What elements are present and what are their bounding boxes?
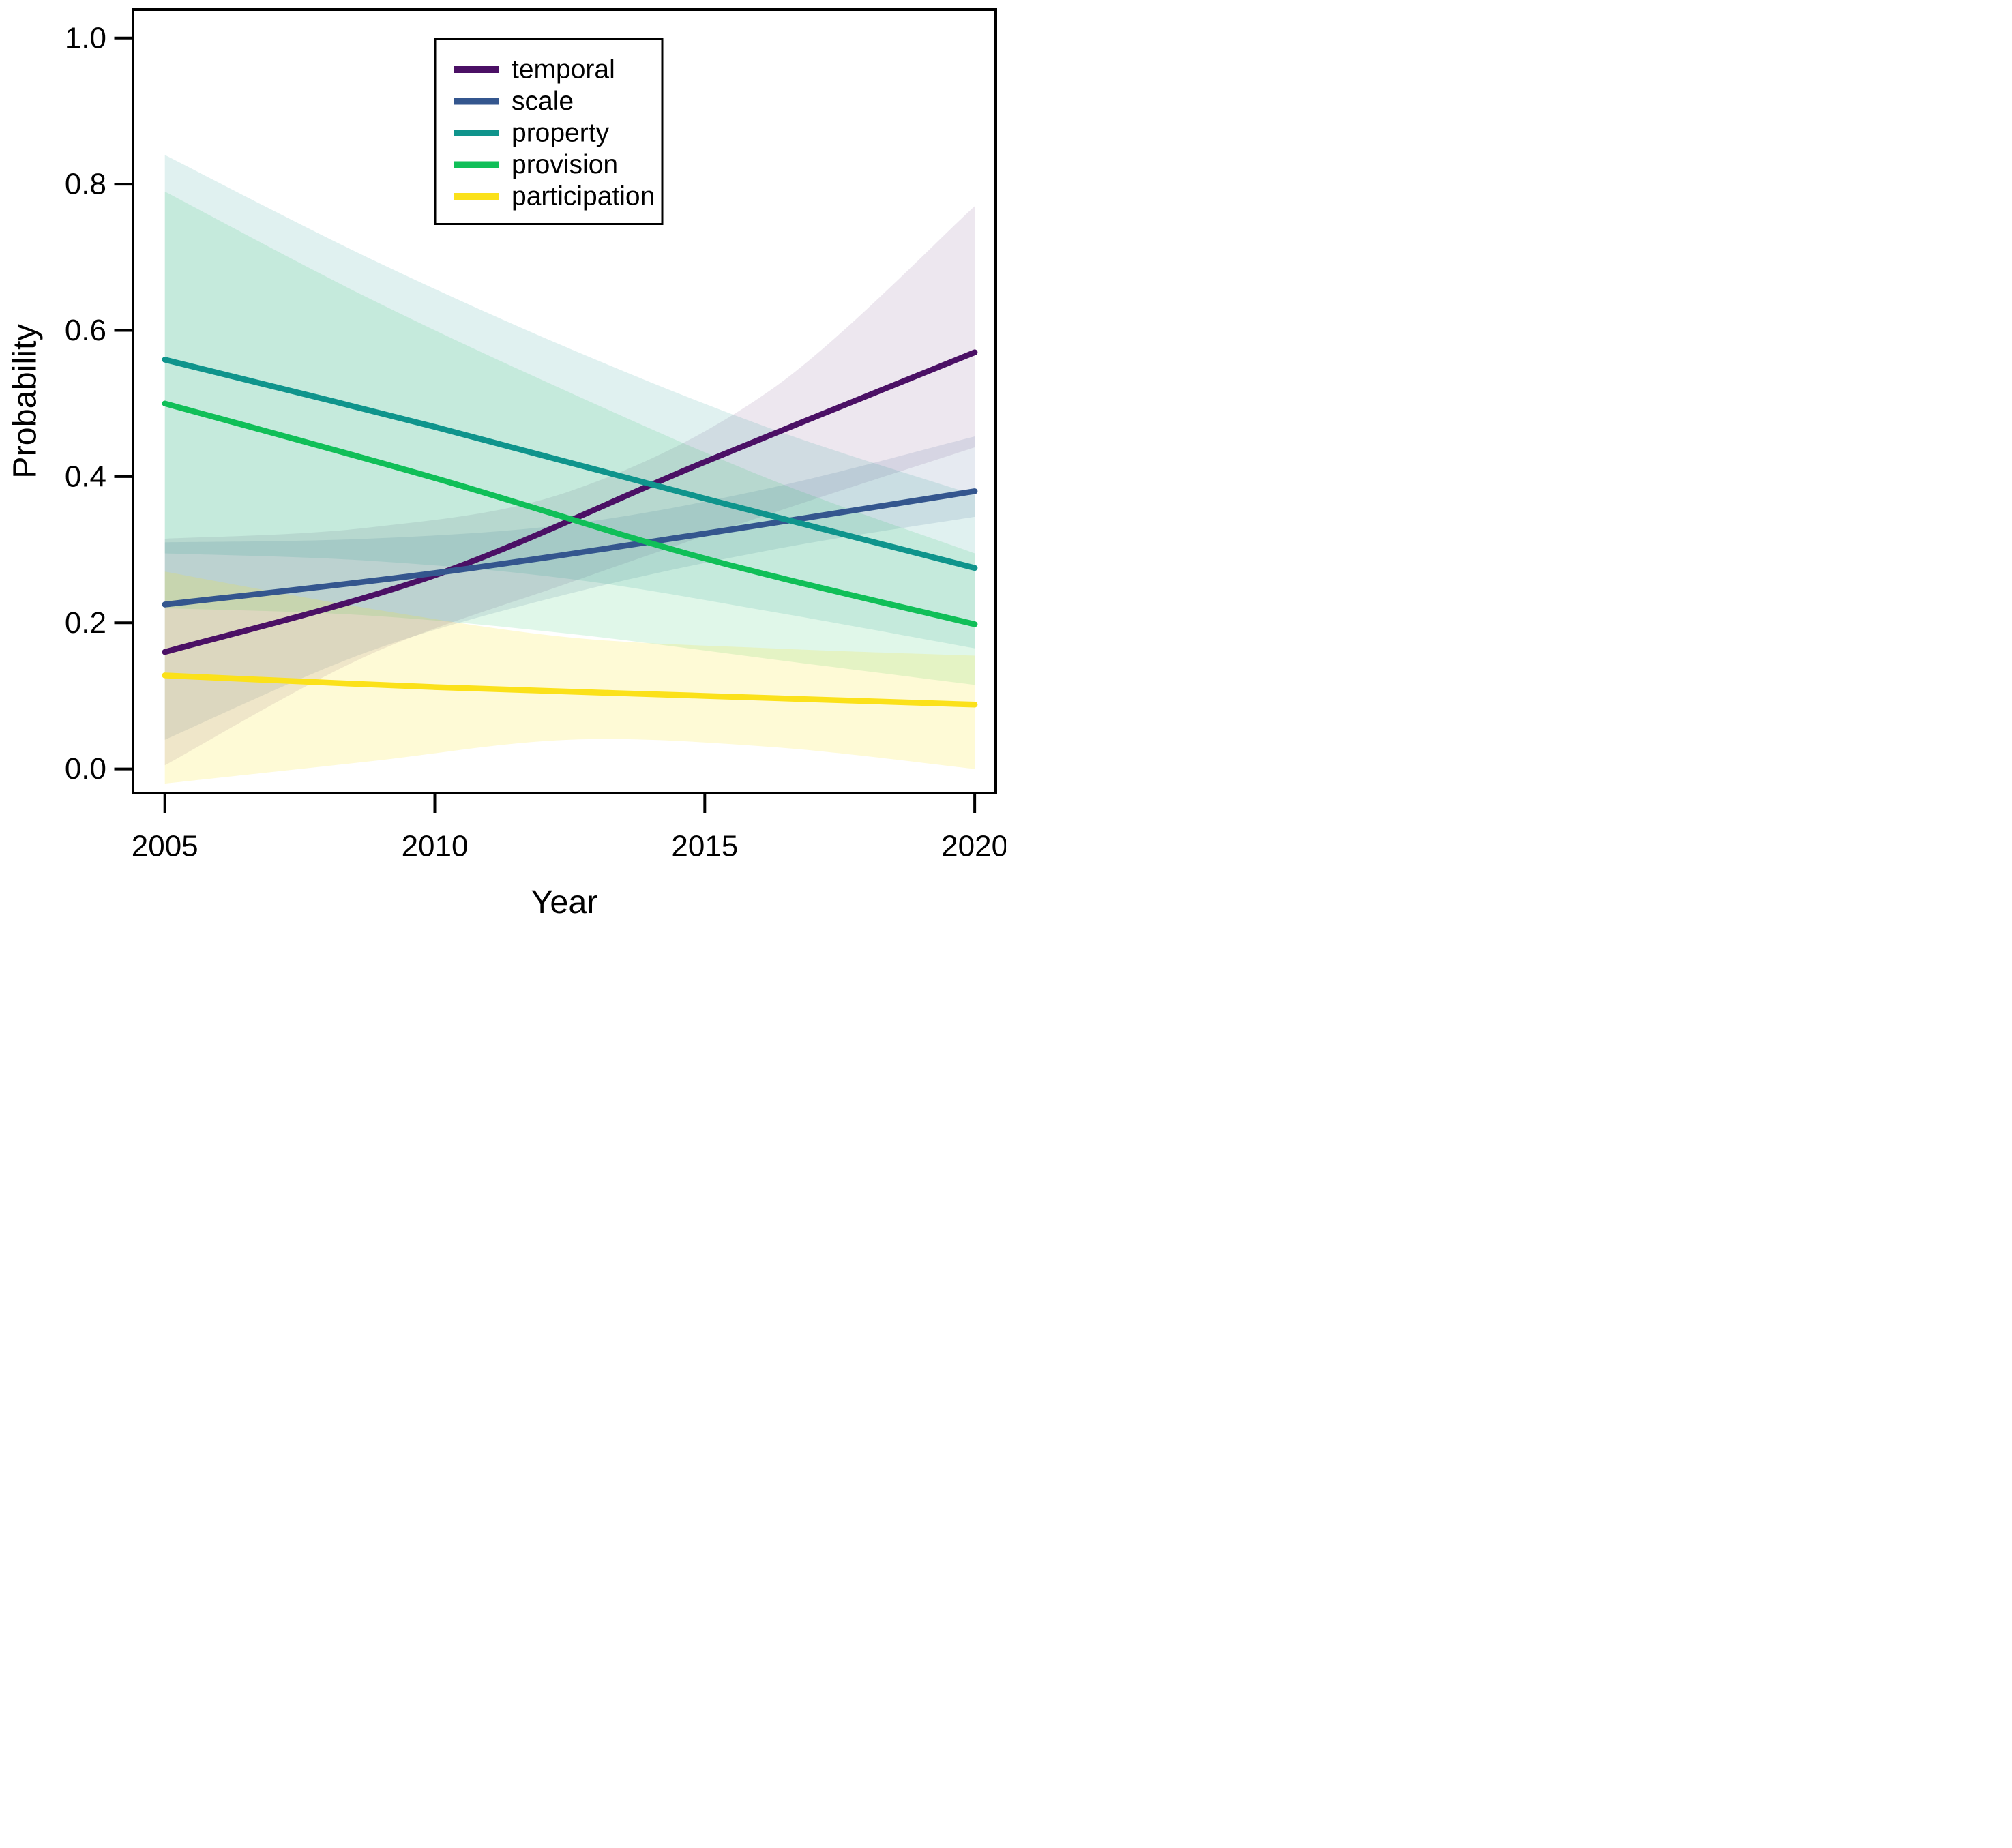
legend-item-participation: participation <box>454 182 655 211</box>
legend-label-provision: provision <box>512 150 618 179</box>
series-line-participation <box>162 672 978 708</box>
x-axis-title: Year <box>531 884 598 921</box>
line-chart: 1.0 0.8 0.6 0.4 0.2 0.0 2005 2010 2015 2020 Proba… <box>0 0 1006 924</box>
ci-band-temporal <box>164 206 975 766</box>
legend-label-scale: scale <box>512 87 574 116</box>
legend-label-participation: participation <box>512 182 655 211</box>
legend-item-property: property <box>454 119 610 148</box>
axes: 1.0 0.8 0.6 0.4 0.2 0.0 2005 2010 2015 2020 <box>65 8 1006 863</box>
x-tick-label-2015: 2015 <box>671 830 738 863</box>
y-tick-label-0.4: 0.4 <box>65 460 106 493</box>
y-tick-label-0.8: 0.8 <box>65 168 106 201</box>
ci-band-participation <box>164 571 975 784</box>
plot-border <box>132 8 997 794</box>
legend-item-scale: scale <box>454 87 574 116</box>
series-line-scale <box>162 488 978 608</box>
legend-label-property: property <box>512 119 610 148</box>
legend-item-provision: provision <box>454 150 618 179</box>
y-tick-label-1.0: 1.0 <box>65 21 106 55</box>
legend-item-temporal: temporal <box>454 55 615 85</box>
legend-label-temporal: temporal <box>512 55 615 85</box>
series-lines <box>162 349 978 708</box>
x-tick-label-2010: 2010 <box>402 830 469 863</box>
ci-band-provision <box>164 191 975 685</box>
chart-canvas: 1.0 0.8 0.6 0.4 0.2 0.0 2005 2010 2015 2020 Proba… <box>7 8 1006 921</box>
series-line-provision <box>162 400 978 627</box>
y-tick-label-0.0: 0.0 <box>65 752 106 786</box>
y-tick-label-0.2: 0.2 <box>65 606 106 640</box>
y-tick-label-0.6: 0.6 <box>65 314 106 347</box>
x-tick-label-2005: 2005 <box>132 830 198 863</box>
y-axis-title: Probability <box>7 324 44 479</box>
ci-band-scale <box>164 436 975 740</box>
series-line-property <box>162 357 978 571</box>
x-tick-label-2020: 2020 <box>941 830 1006 863</box>
